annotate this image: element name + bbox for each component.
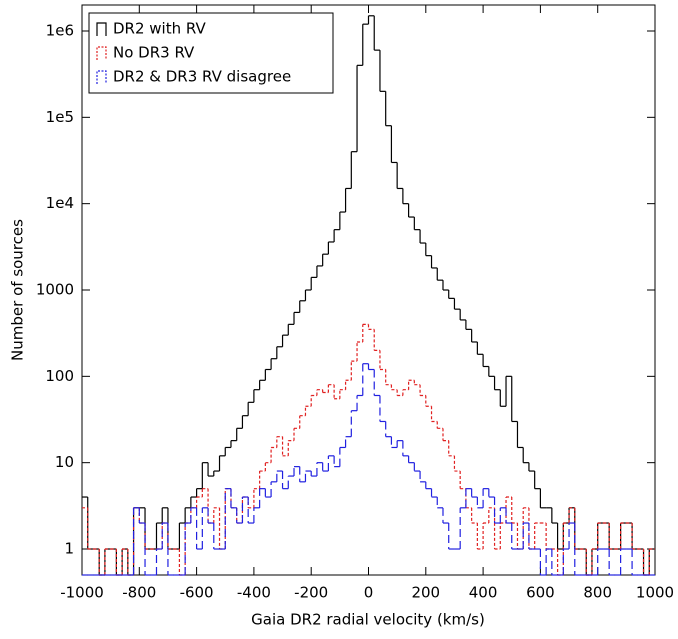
y-tick-label: 1000: [36, 281, 74, 299]
legend-label: No DR3 RV: [113, 44, 195, 62]
legend-symbol: [96, 70, 107, 84]
y-tick-label: 1e5: [46, 108, 74, 126]
x-tick-label: 600: [526, 584, 555, 602]
x-axis-label: Gaia DR2 radial velocity (km/s): [251, 611, 485, 629]
x-tick-label: 800: [583, 584, 612, 602]
legend-symbol: [96, 46, 107, 60]
legend-symbol: [96, 22, 107, 36]
y-axis-label: Number of sources: [9, 219, 27, 361]
y-tick-label: 1e4: [46, 194, 74, 212]
x-tick-label: -800: [122, 584, 156, 602]
y-tick-label: 1: [64, 540, 74, 558]
x-tick-label: -200: [294, 584, 328, 602]
legend-box: [88, 12, 334, 94]
x-tick-label: 0: [364, 584, 374, 602]
x-tick-label: 200: [411, 584, 440, 602]
x-tick-label: -400: [237, 584, 271, 602]
y-tick-label: 10: [55, 453, 74, 471]
legend-label: DR2 & DR3 RV disagree: [113, 68, 291, 86]
legend-label: DR2 with RV: [113, 20, 206, 38]
y-tick-label: 1e6: [46, 21, 74, 39]
y-tick-label: 100: [45, 367, 74, 385]
x-tick-label: 1000: [636, 584, 674, 602]
x-tick-label: -1000: [60, 584, 104, 602]
x-tick-label: -600: [180, 584, 214, 602]
x-tick-label: 400: [469, 584, 498, 602]
